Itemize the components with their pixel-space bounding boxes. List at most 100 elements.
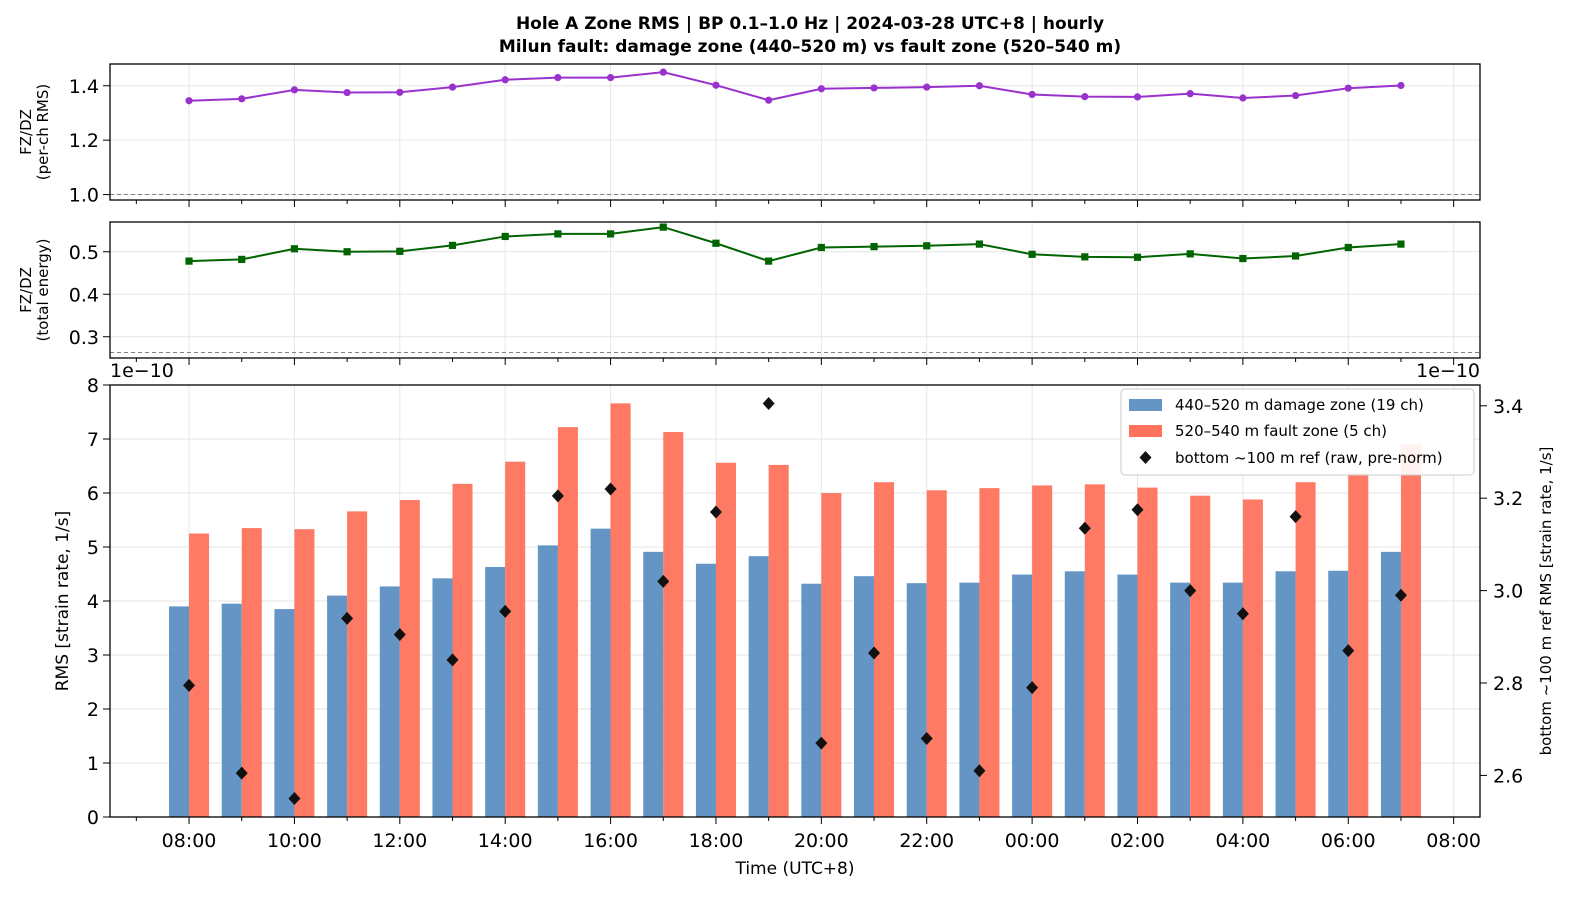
fault-zone-bar xyxy=(926,490,947,817)
ratio-point xyxy=(554,230,562,238)
ratio-point xyxy=(1344,243,1352,252)
reference-point xyxy=(1078,521,1091,535)
damage-zone-bar xyxy=(695,563,716,817)
ratio-point xyxy=(343,88,351,97)
damage-zone-bar xyxy=(1117,574,1138,817)
fault-zone-bar xyxy=(979,488,1000,817)
damage-zone-bar xyxy=(801,583,822,817)
y-tick-label: 0 xyxy=(87,807,99,829)
legend-label: 520–540 m fault zone (5 ch) xyxy=(1175,422,1387,440)
y-tick-label: 0.3 xyxy=(69,327,99,349)
x-tick-label: 16:00 xyxy=(583,830,638,852)
damage-zone-bar xyxy=(590,528,611,817)
ratio-point xyxy=(396,88,404,96)
axes-frame xyxy=(109,63,1481,201)
fault-zone-bar xyxy=(399,500,420,817)
y-axis-label-line: (per-ch RMS) xyxy=(34,84,52,180)
y-axis-label-line: FZ/DZ xyxy=(17,109,35,155)
y-tick-label: 1 xyxy=(87,753,99,775)
fault-zone-bar xyxy=(1348,473,1369,817)
ratio-point xyxy=(501,76,509,84)
ratio-point xyxy=(870,243,878,251)
reference-point xyxy=(868,646,881,660)
fault-zone-bar xyxy=(241,528,262,817)
axes-frame xyxy=(109,384,1481,818)
y-tick-label: 4 xyxy=(87,591,99,613)
ratio-series-line xyxy=(189,226,1402,263)
ratio-point xyxy=(817,243,825,252)
ratio-point xyxy=(1133,93,1142,101)
ratio-point xyxy=(870,84,878,92)
damage-zone-bar xyxy=(959,582,980,817)
ratio-series-line xyxy=(189,71,1402,102)
ratio-point xyxy=(396,247,404,255)
reference-point xyxy=(762,396,775,410)
ratio-point xyxy=(290,86,299,94)
ratio-point xyxy=(1186,250,1194,258)
reference-point xyxy=(1236,607,1249,621)
fault-zone-bar xyxy=(1137,487,1158,817)
y2-tick-label: 2.6 xyxy=(1493,765,1523,787)
legend-swatch-damage-zone xyxy=(1129,399,1162,411)
legend: 440–520 m damage zone (19 ch) 520–540 m f… xyxy=(1120,388,1475,476)
y2-tick-label: 3.2 xyxy=(1493,488,1523,510)
y-tick-label: 8 xyxy=(87,375,99,397)
ratio-point xyxy=(1081,253,1089,261)
ratio-point xyxy=(1186,90,1194,98)
fault-zone-bar xyxy=(1400,444,1421,817)
damage-zone-bar xyxy=(274,609,295,817)
damage-zone-bar xyxy=(643,551,664,817)
axes-frame xyxy=(109,221,1481,359)
fault-zone-bar xyxy=(452,483,473,817)
ratio-point xyxy=(238,95,246,103)
fault-zone-bar xyxy=(610,403,631,817)
damage-zone-bar xyxy=(485,566,506,817)
fault-zone-bar xyxy=(1190,495,1211,817)
ratio-point xyxy=(765,96,773,104)
reference-point xyxy=(1394,588,1407,602)
legend-swatch-reference xyxy=(1139,451,1152,464)
ratio-point xyxy=(1239,254,1247,263)
fault-zone-bar xyxy=(1295,482,1316,817)
y-axis-label-line: FZ/DZ xyxy=(17,267,35,313)
ratio-point xyxy=(290,245,299,253)
y-axis-label: FZ/DZ(per-ch RMS) xyxy=(17,84,52,180)
ratio-point xyxy=(1397,240,1405,248)
ratio-point xyxy=(1028,90,1036,99)
ratio-point xyxy=(712,81,720,89)
y-tick-label: 0.5 xyxy=(69,242,99,264)
ratio-point xyxy=(923,242,931,250)
damage-zone-bar xyxy=(1222,582,1243,817)
x-tick-label: 10:00 xyxy=(267,830,322,852)
chart-title-line-1: Hole A Zone RMS | BP 0.1–1.0 Hz | 2024-0… xyxy=(516,14,1104,34)
ratio-point xyxy=(1344,84,1352,92)
legend-label: bottom ~100 m ref (raw, pre-norm) xyxy=(1175,449,1443,467)
damage-zone-bar xyxy=(1275,571,1296,817)
fault-zone-bar xyxy=(1084,484,1105,817)
reference-point xyxy=(604,482,617,496)
y-tick-label: 5 xyxy=(87,537,99,559)
legend-label: 440–520 m damage zone (19 ch) xyxy=(1175,396,1424,414)
ratio-point xyxy=(817,85,825,93)
damage-zone-bar xyxy=(379,586,400,817)
y-offset-label: 1e−10 xyxy=(110,360,174,382)
reference-point xyxy=(920,731,933,745)
reference-point xyxy=(1131,503,1144,517)
reference-point xyxy=(551,489,564,503)
damage-zone-bar xyxy=(327,595,348,817)
reference-point xyxy=(235,766,248,780)
fault-zone-bar xyxy=(505,461,526,817)
damage-zone-bar xyxy=(748,556,769,817)
y-tick-label: 1.2 xyxy=(69,130,99,152)
fault-zone-bar xyxy=(663,431,684,817)
ratio-point xyxy=(606,74,615,82)
fault-zone-bar xyxy=(768,464,789,817)
ratio-point xyxy=(343,248,351,256)
chart-title-line-2: Milun fault: damage zone (440–520 m) vs … xyxy=(499,37,1121,57)
y-tick-label: 6 xyxy=(87,483,99,505)
x-tick-label: 14:00 xyxy=(478,830,533,852)
reference-point xyxy=(499,604,512,618)
legend-box xyxy=(1120,388,1475,476)
reference-point xyxy=(1342,644,1355,658)
